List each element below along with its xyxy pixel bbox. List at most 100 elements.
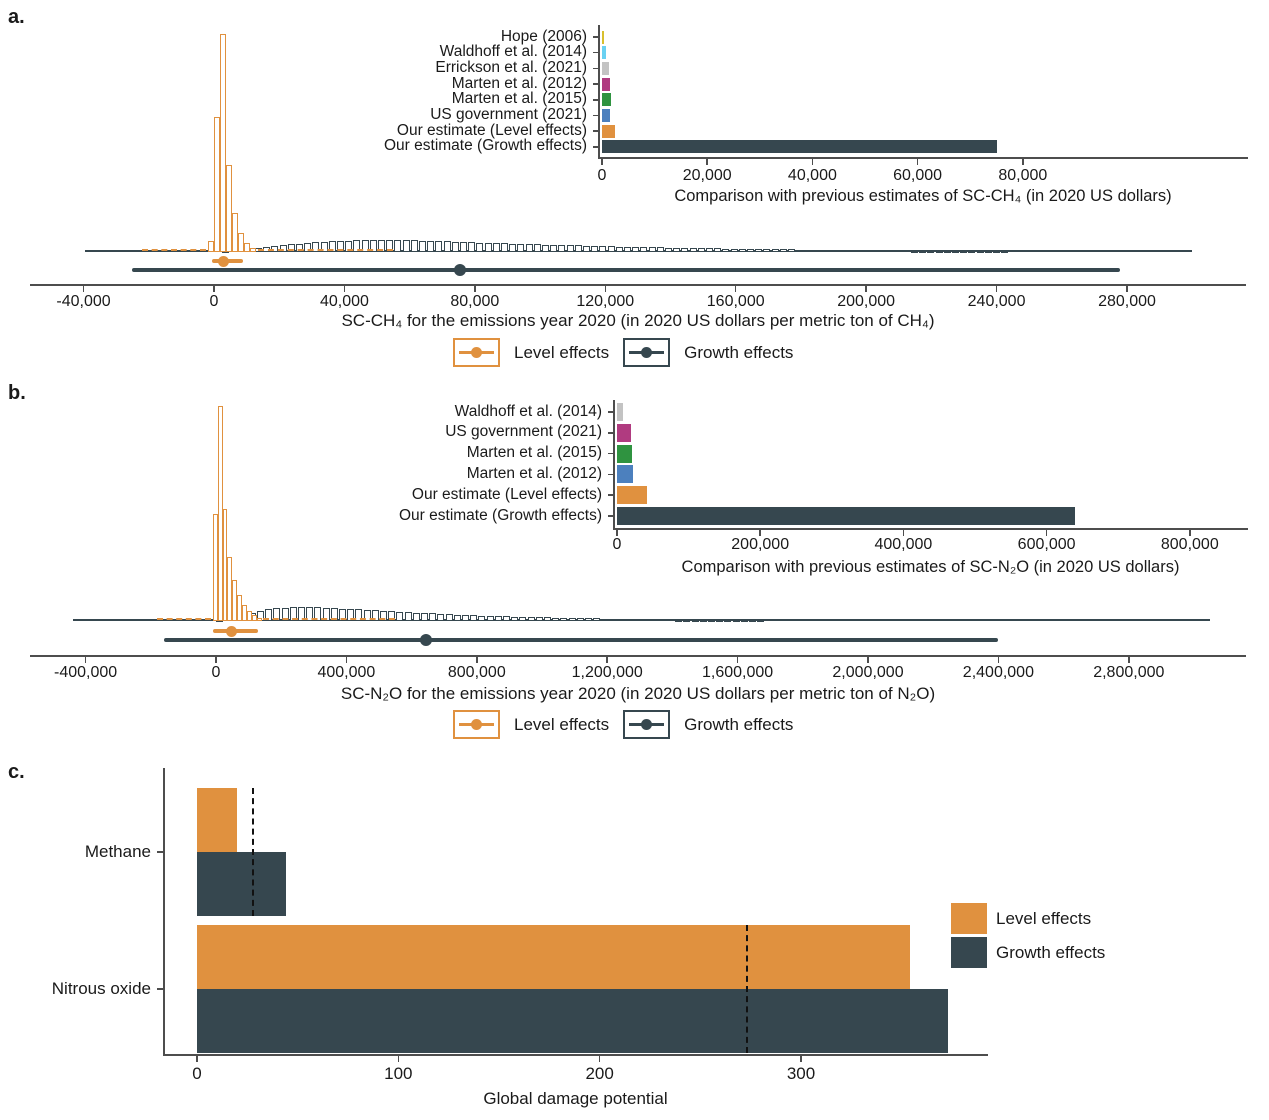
inset-category-tick <box>593 83 598 85</box>
growth-histogram-bar <box>314 607 322 621</box>
legend-label-level: Level effects <box>514 714 610 734</box>
x-tick-label: 800,000 <box>1160 536 1219 553</box>
x-tick-label: 200 <box>585 1064 614 1083</box>
x-tick-label: 400,000 <box>317 664 376 681</box>
level-histogram-bar <box>232 580 238 621</box>
level-point-estimate <box>226 625 238 637</box>
growth-density-envelope <box>72 619 1211 621</box>
inset-x-axis-line <box>613 528 1248 530</box>
inset-bar <box>602 93 612 107</box>
growth-histogram-bar <box>552 617 560 621</box>
growth-histogram-bar <box>289 607 297 621</box>
inset-y-axis-line <box>598 25 600 157</box>
growth-histogram-bar <box>689 248 697 252</box>
growth-histogram-bar <box>993 251 1000 254</box>
growth-histogram-bar <box>634 619 642 621</box>
growth-histogram-bar <box>673 247 681 252</box>
x-axis-tick <box>1128 656 1130 663</box>
x-axis-tick <box>1189 529 1191 536</box>
growth-histogram-bar <box>667 619 674 622</box>
level-histogram-bar <box>220 34 227 252</box>
growth-histogram-bar <box>519 616 527 621</box>
inset-category-tick <box>608 473 613 476</box>
x-tick-label: 2,400,000 <box>962 664 1034 681</box>
growth-histogram-bar <box>771 249 779 252</box>
x-axis-tick <box>1126 285 1128 292</box>
growth-histogram-bar <box>435 241 443 252</box>
growth-histogram-bar <box>378 240 385 252</box>
x-axis-tick <box>213 285 215 292</box>
growth-histogram-bar <box>749 620 756 623</box>
inset-category-tick <box>593 51 598 54</box>
growth-histogram-bar <box>484 242 492 252</box>
x-axis-tick <box>865 285 867 292</box>
x-axis-tick <box>598 1055 601 1062</box>
growth-histogram-bar <box>462 614 469 621</box>
legend-row-growth: Growth effects <box>951 937 1105 968</box>
inset-bar <box>602 46 607 60</box>
growth-histogram-bar <box>322 607 330 621</box>
panel-a-x-axis-label: SC-CH₄ for the emissions year 2020 (in 2… <box>341 311 935 330</box>
x-tick-label: 280,000 <box>1098 293 1156 310</box>
legend-label-growth: Growth effects <box>684 714 794 734</box>
growth-effects-swatch-icon <box>951 937 987 968</box>
growth-histogram-bar <box>601 618 609 621</box>
level-histogram-bar <box>214 116 221 252</box>
x-axis-tick <box>616 529 618 536</box>
level-effects-key-icon <box>453 710 500 739</box>
growth-histogram-bar <box>640 247 648 252</box>
growth-histogram-bar <box>599 246 607 252</box>
x-axis-tick <box>800 1055 802 1062</box>
growth-histogram-bar <box>337 240 344 252</box>
growth-histogram-bar <box>339 608 346 621</box>
growth-histogram-bar <box>550 244 558 252</box>
level-effects-key-icon <box>453 338 500 367</box>
gwp-reference-dashed-line <box>252 788 255 916</box>
growth-histogram-bar <box>927 250 935 253</box>
growth-histogram-bar <box>388 611 396 621</box>
growth-histogram-bar <box>380 610 387 621</box>
inset-category-label: Our estimate (Level effects) <box>411 485 602 503</box>
x-tick-label: 2,000,000 <box>832 664 904 681</box>
x-tick-label: -40,000 <box>56 293 111 310</box>
growth-histogram-bar <box>796 249 804 252</box>
inset-category-tick <box>608 515 613 517</box>
growth-histogram-bar <box>943 250 951 253</box>
level-histogram-bar <box>232 212 239 252</box>
growth-histogram-bar <box>396 611 404 621</box>
x-tick-label: 20,000 <box>682 167 732 184</box>
x-axis-tick <box>397 1055 400 1062</box>
growth-histogram-bar <box>402 240 410 252</box>
growth-effects-key-icon <box>623 710 671 739</box>
growth-histogram-bar <box>763 249 771 252</box>
x-tick-label: 240,000 <box>967 293 1026 310</box>
x-tick-label: 0 <box>597 167 607 184</box>
growth-histogram-bar <box>632 246 640 252</box>
x-tick-label: 400,000 <box>874 536 933 553</box>
growth-histogram-bar <box>527 617 535 621</box>
x-axis-tick <box>196 1055 198 1062</box>
inset-bar <box>602 77 611 91</box>
growth-point-estimate <box>419 634 432 646</box>
inset-category-label: Our estimate (Growth effects) <box>399 506 602 524</box>
growth-histogram-bar <box>952 250 959 253</box>
growth-histogram-bar <box>460 241 467 252</box>
growth-histogram-bar <box>870 250 877 253</box>
level-histogram-bar <box>246 611 252 621</box>
x-tick-label: 0 <box>192 1064 202 1083</box>
growth-histogram-bar <box>576 618 584 621</box>
panel-b-legend: Level effects Growth effects <box>453 710 793 739</box>
growth-histogram-bar <box>533 244 541 252</box>
growth-histogram-bar <box>837 249 845 252</box>
inset-category-tick <box>593 36 598 38</box>
growth-histogram-bar <box>394 240 402 252</box>
panel-a-letter: a. <box>8 6 25 28</box>
growth-histogram-bar <box>306 607 314 621</box>
growth-histogram-bar <box>427 240 435 252</box>
growth-histogram-bar <box>369 240 377 252</box>
growth-histogram-bar <box>976 250 984 253</box>
growth-interval-line <box>132 268 1121 272</box>
growth-histogram-bar <box>706 248 713 252</box>
growth-histogram-bar <box>558 245 566 252</box>
growth-histogram-bar <box>886 250 894 253</box>
